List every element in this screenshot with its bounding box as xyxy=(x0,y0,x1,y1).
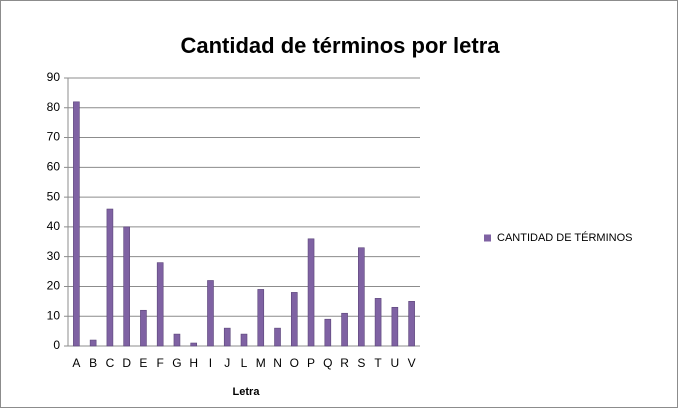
bar xyxy=(106,208,114,347)
x-tick-label: M xyxy=(256,356,266,370)
x-tick-label: F xyxy=(157,356,164,370)
x-tick-label: P xyxy=(307,356,315,370)
bar xyxy=(173,333,181,347)
bar xyxy=(374,298,382,347)
chart-title: Cantidad de términos por letra xyxy=(180,33,500,58)
y-tick-label: 90 xyxy=(47,70,61,84)
x-tick-label: G xyxy=(172,356,181,370)
bar xyxy=(223,327,231,347)
bar xyxy=(240,333,248,347)
legend-label: CANTIDAD DE TÉRMINOS xyxy=(497,231,632,244)
bar xyxy=(391,306,399,347)
x-tick-label: N xyxy=(273,356,282,370)
bar xyxy=(207,280,214,347)
bar xyxy=(324,318,332,347)
x-tick-label: O xyxy=(290,356,299,370)
x-tick-label: D xyxy=(122,356,131,370)
y-tick-label: 50 xyxy=(47,189,61,203)
bar xyxy=(307,238,315,347)
y-tick-label: 40 xyxy=(47,219,61,233)
x-tick-label: T xyxy=(374,356,382,370)
x-tick-label: C xyxy=(106,356,115,370)
x-tick-label: J xyxy=(224,356,230,370)
x-tick-label: I xyxy=(209,356,212,370)
x-tick-label: S xyxy=(357,356,365,370)
y-tick-label: 0 xyxy=(53,338,60,352)
bar xyxy=(140,309,147,347)
x-tick-label: R xyxy=(340,356,349,370)
bar xyxy=(156,262,164,347)
bar xyxy=(73,101,80,347)
bar xyxy=(257,289,265,347)
bar xyxy=(89,339,97,347)
y-tick-label: 70 xyxy=(47,130,61,144)
bar xyxy=(358,247,365,347)
y-tick-label: 10 xyxy=(47,308,61,322)
x-axis-label: Letra xyxy=(233,386,261,398)
y-tick-label: 30 xyxy=(47,249,61,263)
x-tick-label: U xyxy=(391,356,400,370)
x-tick-label: H xyxy=(189,356,198,370)
bar xyxy=(341,312,348,347)
bar xyxy=(123,226,130,347)
x-tick-label: V xyxy=(408,356,416,370)
bar xyxy=(274,327,281,347)
bar xyxy=(190,342,198,347)
y-tick-label: 80 xyxy=(47,100,61,114)
legend-marker xyxy=(484,234,491,242)
bar xyxy=(408,301,415,347)
x-tick-label: B xyxy=(89,356,97,370)
bar xyxy=(290,292,298,347)
x-tick-label: L xyxy=(241,356,248,370)
x-tick-label: Q xyxy=(323,356,332,370)
y-tick-label: 60 xyxy=(47,160,61,174)
x-tick-label: A xyxy=(72,356,80,370)
y-tick-label: 20 xyxy=(47,279,61,293)
x-tick-label: E xyxy=(139,356,147,370)
